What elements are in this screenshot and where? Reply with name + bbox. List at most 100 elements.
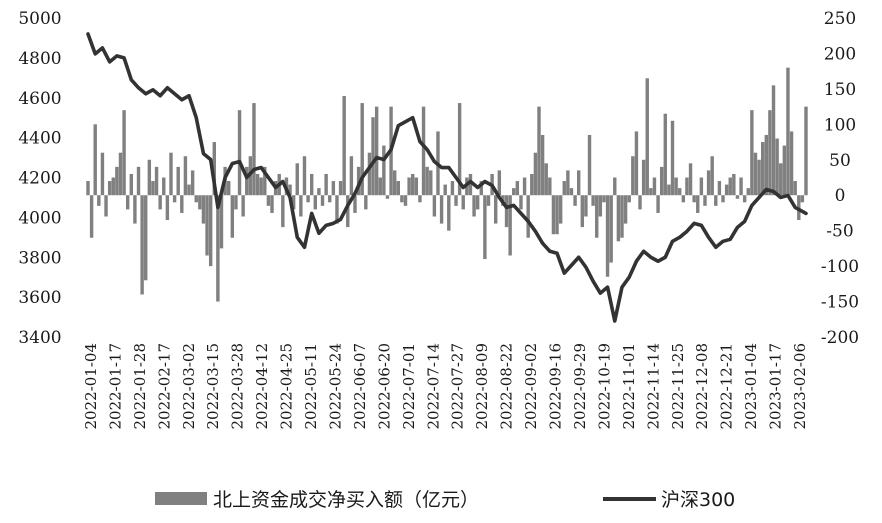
bar-net-buy-46 (252, 103, 256, 196)
bar-net-buy-18 (151, 181, 155, 196)
bar-net-buy-89 (407, 177, 411, 196)
bar-net-buy-106 (468, 173, 473, 196)
bar-net-buy-66 (324, 173, 328, 196)
x-tick-label: 2022-06-07 (351, 343, 369, 429)
bar-net-buy-85 (392, 170, 397, 196)
bar-net-buy-165 (681, 195, 686, 203)
bar-net-buy-96 (432, 195, 437, 217)
bar-net-buy-103 (457, 103, 462, 196)
bar-net-buy-9 (118, 152, 123, 196)
right-tick-label: -50 (826, 222, 853, 242)
bar-net-buy-15 (140, 195, 144, 295)
x-tick-label: 2022-07-27 (449, 343, 467, 429)
bar-net-buy-146 (613, 177, 617, 196)
bar-net-buy-36 (216, 195, 220, 302)
bar-net-buy-159 (659, 166, 664, 196)
bar-net-buy-162 (670, 120, 675, 196)
x-tick-label: 2022-03-15 (204, 343, 222, 429)
bar-net-buy-172 (706, 170, 711, 196)
bar-net-buy-49 (263, 166, 267, 196)
bar-net-buy-194 (786, 67, 790, 196)
bar-net-buy-188 (764, 134, 769, 196)
bar-net-buy-48 (259, 177, 263, 196)
x-tick-label: 2023-01-17 (767, 343, 785, 429)
hs300-line (86, 32, 808, 323)
bar-net-buy-32 (201, 195, 206, 224)
bar-net-buy-82 (382, 145, 386, 196)
bar-net-buy-128 (548, 177, 552, 196)
bar-net-buy-102 (454, 195, 458, 206)
x-tick-label: 2022-03-28 (229, 343, 247, 429)
net-buy-bars (86, 67, 808, 302)
bar-net-buy-108 (475, 195, 480, 210)
bar-net-buy-117 (508, 195, 512, 256)
bar-net-buy-31 (198, 195, 202, 210)
bar-net-buy-109 (479, 181, 483, 196)
bar-net-buy-17 (147, 159, 152, 196)
bar-net-buy-28 (187, 184, 191, 196)
bar-net-buy-69 (335, 195, 339, 224)
bar-net-buy-60 (302, 156, 307, 196)
bar-net-buy-10 (122, 110, 126, 196)
bar-net-buy-23 (169, 152, 173, 196)
bar-net-buy-75 (356, 166, 361, 196)
bar-net-buy-127 (544, 163, 548, 196)
x-tick-label: 2022-07-14 (424, 343, 442, 429)
bar-net-buy-196 (793, 181, 797, 196)
bar-net-buy-58 (295, 163, 299, 196)
bar-net-buy-76 (360, 103, 364, 196)
x-tick-label: 2022-12-21 (718, 343, 736, 429)
left-tick-label: 4600 (18, 89, 61, 109)
right-tick-label: 0 (835, 186, 846, 206)
bar-net-buy-145 (609, 195, 613, 263)
x-tick-label: 2023-01-04 (742, 343, 760, 429)
bar-net-buy-156 (649, 188, 653, 196)
left-axis-ticks: 3400 3600 3800 4000 4200 4400 4600 4800 5000 (18, 9, 61, 348)
bar-net-buy-80 (374, 106, 379, 196)
bar-net-buy-168 (692, 195, 696, 203)
bar-net-buy-198 (800, 195, 805, 203)
bar-net-buy-141 (595, 195, 599, 238)
bar-net-buy-57 (291, 195, 296, 210)
bar-net-buy-13 (133, 195, 137, 224)
bar-net-buy-0 (86, 181, 90, 196)
bar-net-buy-26 (180, 195, 184, 213)
bar-net-buy-129 (551, 195, 556, 235)
bar-net-buy-175 (717, 181, 722, 196)
bar-net-buy-186 (757, 159, 761, 196)
bar-net-buy-64 (317, 188, 321, 196)
bar-net-buy-113 (494, 195, 498, 224)
bar-net-buy-130 (555, 195, 559, 235)
bar-net-buy-67 (328, 195, 332, 203)
bar-net-buy-88 (403, 195, 408, 206)
bar-net-buy-111 (486, 195, 491, 206)
bar-net-buy-134 (569, 188, 574, 196)
bar-net-buy-63 (313, 195, 318, 210)
bar-net-buy-158 (656, 195, 660, 213)
bar-net-buy-86 (396, 181, 400, 196)
bar-net-buy-74 (353, 195, 357, 213)
bar-net-buy-35 (212, 142, 216, 196)
bar-net-buy-131 (558, 195, 563, 224)
left-tick-label: 5000 (18, 9, 61, 29)
bar-net-buy-29 (190, 170, 195, 196)
x-tick-label: 2022-06-20 (375, 343, 393, 429)
bar-net-buy-110 (483, 195, 487, 260)
bar-net-buy-39 (227, 181, 231, 196)
bar-net-buy-191 (775, 138, 779, 196)
bar-net-buy-147 (616, 195, 621, 242)
bar-net-buy-94 (425, 166, 429, 196)
x-tick-label: 2022-09-29 (571, 343, 589, 429)
x-tick-label: 2022-04-25 (278, 343, 296, 429)
bar-net-buy-121 (522, 177, 527, 196)
left-tick-label: 3800 (18, 248, 61, 268)
bar-net-buy-16 (144, 195, 148, 281)
bar-net-buy-61 (306, 195, 310, 203)
bar-net-buy-93 (421, 106, 426, 196)
x-tick-label: 2022-05-24 (326, 343, 344, 429)
bar-net-buy-47 (255, 173, 260, 196)
x-tick-label: 2022-02-17 (155, 343, 173, 429)
bar-net-buy-124 (533, 152, 538, 196)
bar-net-buy-119 (515, 181, 520, 196)
x-tick-label: 2022-12-08 (693, 343, 711, 429)
